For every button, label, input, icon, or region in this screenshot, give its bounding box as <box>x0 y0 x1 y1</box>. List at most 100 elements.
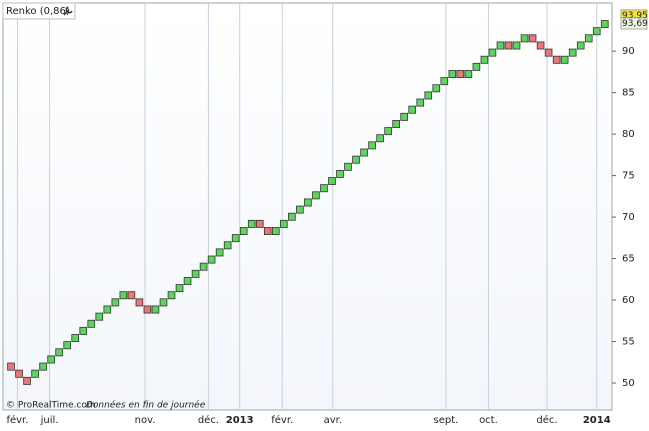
brick <box>416 98 425 107</box>
brick <box>288 212 296 221</box>
brick <box>23 376 31 385</box>
brick <box>504 41 513 50</box>
brick <box>592 27 601 36</box>
title-box <box>2 2 76 20</box>
brick <box>344 162 352 171</box>
brick <box>328 177 336 186</box>
brick <box>175 284 184 293</box>
brick <box>271 227 280 235</box>
brick <box>63 341 71 350</box>
brick <box>127 291 136 300</box>
brick <box>496 41 505 50</box>
x-tick-label: avr. <box>324 415 342 426</box>
brick <box>215 248 224 257</box>
brick <box>384 127 392 136</box>
brick <box>512 41 521 50</box>
x-tick-label: déc. <box>536 414 557 426</box>
brick <box>247 219 256 228</box>
brick <box>135 298 144 307</box>
brick <box>239 227 248 235</box>
brick <box>207 255 216 264</box>
y-tick-label: 85 <box>622 88 635 99</box>
price-label: 93,95 <box>622 11 648 21</box>
brick <box>15 369 23 378</box>
brick <box>263 227 272 235</box>
brick <box>199 262 208 271</box>
x-tick-label: oct. <box>479 415 498 426</box>
plot-area <box>2 2 613 411</box>
brick <box>408 105 417 114</box>
brick <box>159 298 168 307</box>
brick <box>103 305 112 314</box>
brick <box>400 112 408 121</box>
brick <box>167 291 176 300</box>
brick <box>47 355 55 364</box>
brick <box>87 319 96 328</box>
brick <box>352 155 360 164</box>
y-tick-label: 60 <box>622 295 635 306</box>
brick <box>576 41 585 50</box>
brick <box>480 55 489 64</box>
brick <box>304 198 312 207</box>
brick <box>360 148 368 157</box>
y-tick-label: 80 <box>622 129 635 140</box>
brick <box>320 184 328 193</box>
brick <box>488 48 497 57</box>
x-tick-label: déc. <box>198 414 219 426</box>
brick <box>151 305 160 314</box>
brick <box>472 62 481 71</box>
brick <box>448 70 457 78</box>
brick <box>560 55 569 64</box>
chart-title: Renko (0,86) <box>6 6 70 17</box>
price-label: 93,69 <box>622 19 648 29</box>
brick <box>584 34 593 43</box>
x-tick-label: nov. <box>135 415 156 426</box>
brick <box>368 141 376 150</box>
x-tick-label: juil. <box>40 415 59 426</box>
brick <box>536 41 545 50</box>
brick <box>39 362 47 371</box>
settings-icon[interactable] <box>63 6 73 16</box>
brick <box>552 55 561 64</box>
brick <box>111 298 120 307</box>
x-tick-label: sept. <box>434 415 459 426</box>
brick <box>71 334 80 343</box>
brick <box>528 34 537 43</box>
brick <box>392 120 400 128</box>
brick <box>336 169 344 178</box>
brick <box>440 77 449 86</box>
x-tick-label: févr. <box>6 414 28 426</box>
brick <box>183 277 192 285</box>
y-tick-label: 90 <box>622 46 635 57</box>
y-tick-label: 50 <box>622 378 635 389</box>
brick <box>544 48 553 57</box>
note: Données en fin de journée <box>86 400 206 411</box>
brick <box>568 48 577 57</box>
brick <box>255 219 264 228</box>
brick <box>296 205 304 214</box>
brick <box>376 134 384 143</box>
y-tick-label: 65 <box>622 254 635 265</box>
brick <box>7 362 15 371</box>
brick <box>456 70 465 78</box>
price-label-box <box>620 17 648 30</box>
y-tick-label: 55 <box>622 337 635 348</box>
brick <box>223 241 232 250</box>
brick <box>31 369 39 378</box>
brick <box>119 291 128 300</box>
copyright: © ProRealTime.com <box>6 401 96 411</box>
y-tick-label: 70 <box>622 212 635 223</box>
brick <box>432 84 441 93</box>
brick <box>600 20 609 29</box>
brick <box>424 91 433 100</box>
x-tick-label: 2013 <box>226 415 254 426</box>
brick <box>191 269 200 278</box>
brick <box>231 234 240 243</box>
brick <box>95 312 104 321</box>
x-tick-label: févr. <box>271 414 293 426</box>
brick <box>143 305 152 314</box>
brick <box>520 34 529 43</box>
y-tick-label: 75 <box>622 171 635 182</box>
brick <box>55 348 63 357</box>
